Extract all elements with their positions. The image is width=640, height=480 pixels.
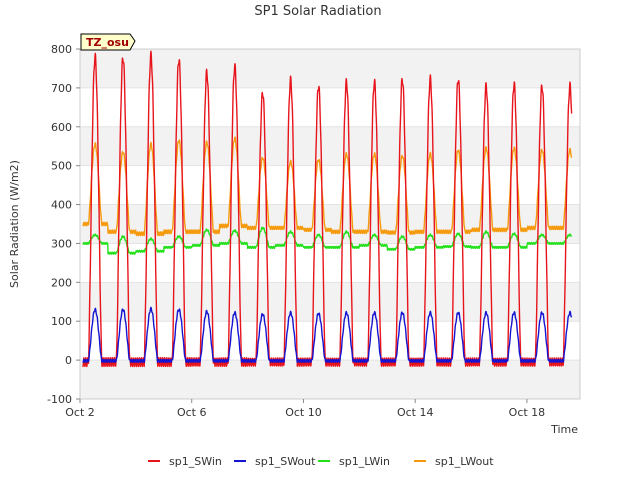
grid-band xyxy=(80,321,580,361)
y-tick-label: -100 xyxy=(47,393,72,406)
legend-label-sp1_SWout: sp1_SWout xyxy=(255,455,316,468)
x-tick-label: Oct 10 xyxy=(285,406,322,419)
series-layer xyxy=(82,50,573,368)
legend-label-sp1_SWin: sp1_SWin xyxy=(169,455,222,468)
grid-band xyxy=(80,165,580,205)
legend-label-sp1_LWout: sp1_LWout xyxy=(435,455,494,468)
y-tick-label: 100 xyxy=(51,315,72,328)
y-tick-label: 200 xyxy=(51,276,72,289)
y-tick-label: 600 xyxy=(51,121,72,134)
x-tick-label: Oct 14 xyxy=(397,406,434,419)
x-tick-label: Oct 18 xyxy=(509,406,546,419)
series-line-sp1_SWout xyxy=(82,306,573,363)
series-line-sp1_SWin xyxy=(82,50,573,368)
badge-shape xyxy=(80,33,136,51)
y-tick-label: 300 xyxy=(51,237,72,250)
y-tick-label: 0 xyxy=(65,354,72,367)
x-axis-label: Time xyxy=(550,423,578,436)
plot-frame xyxy=(79,48,581,400)
chart-title: SP1 Solar Radiation xyxy=(254,4,381,19)
y-tick-label: 800 xyxy=(51,43,72,56)
plot-background xyxy=(80,49,580,399)
x-axis: Oct 2 Oct 6 Oct 10 Oct 14 Oct 18 xyxy=(65,399,545,419)
badge-text: TZ_osu xyxy=(86,36,129,49)
y-tick-label: 500 xyxy=(51,160,72,173)
y-axis: -100 0 100 200 300 400 500 600 700 800 xyxy=(47,43,80,406)
x-tick-label: Oct 6 xyxy=(177,406,207,419)
y-tick-label: 400 xyxy=(51,199,72,212)
x-tick-label: Oct 2 xyxy=(65,406,95,419)
grid-band xyxy=(80,126,580,166)
grid-band xyxy=(80,49,580,88)
legend: sp1_SWin sp1_SWout sp1_LWin sp1_LWout xyxy=(148,455,494,468)
y-axis-label: Solar Radiation (W/m2) xyxy=(8,160,21,288)
grid-band xyxy=(80,282,580,322)
grid-band xyxy=(80,87,580,127)
y-tick-label: 700 xyxy=(51,82,72,95)
site-badge: TZ_osu xyxy=(80,33,136,51)
legend-label-sp1_LWin: sp1_LWin xyxy=(339,455,390,468)
grid-band xyxy=(80,204,580,244)
